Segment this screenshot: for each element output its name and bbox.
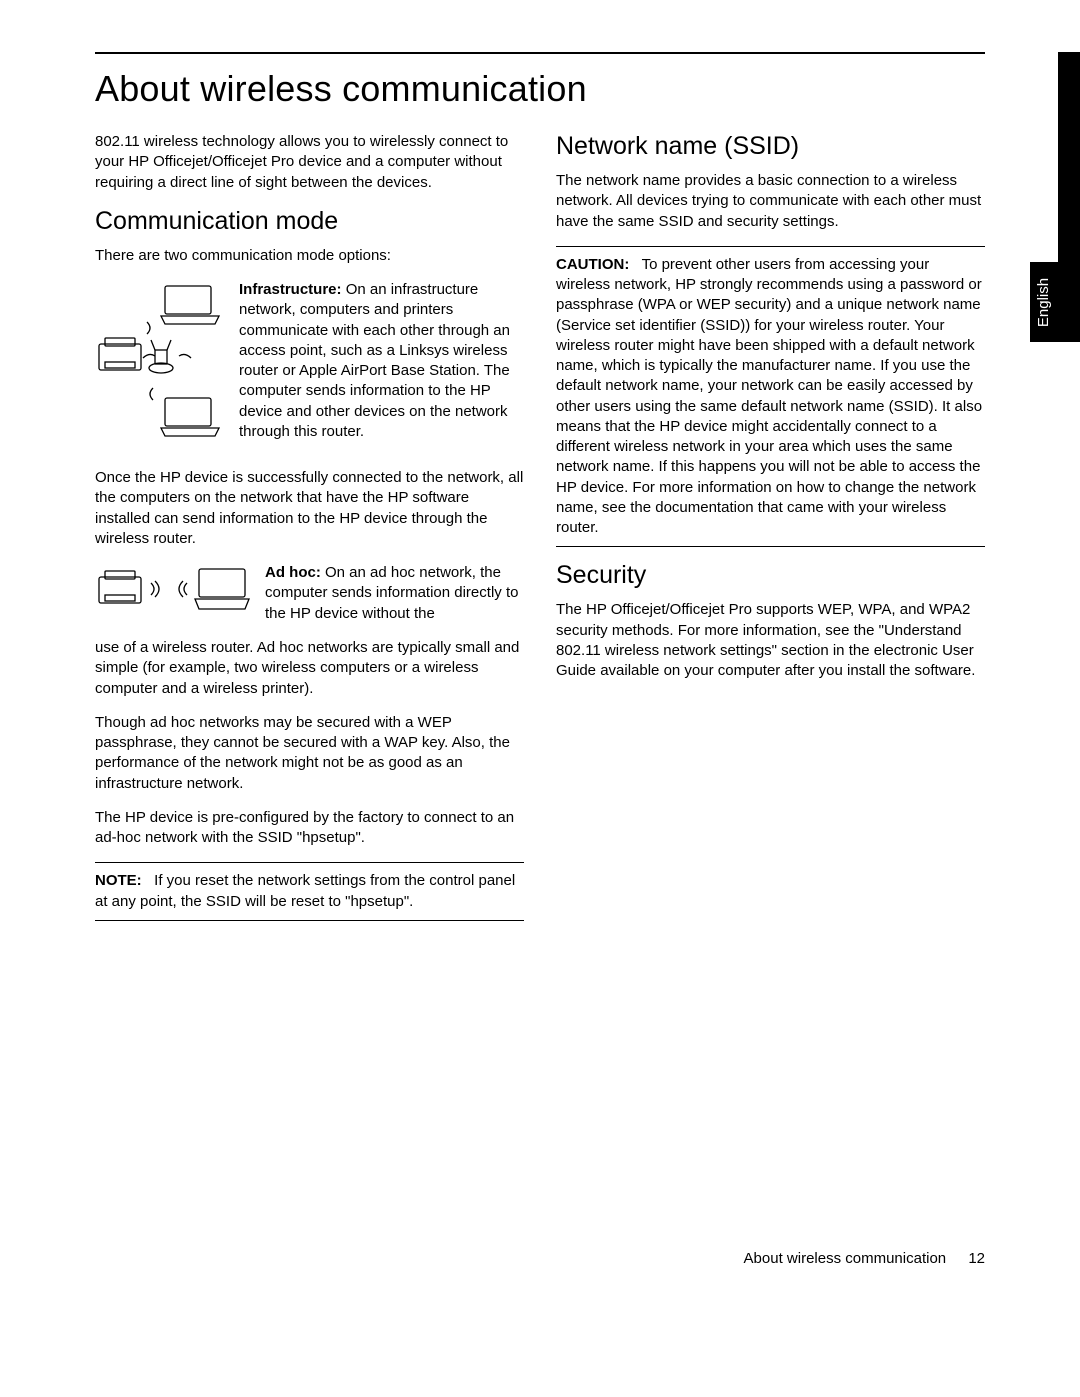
left-column: 802.11 wireless technology allows you to… — [95, 132, 524, 935]
note-box: NOTE: If you reset the network settings … — [95, 862, 524, 921]
adhoc-continuation: use of a wireless router. Ad hoc network… — [95, 638, 524, 699]
security-paragraph: The HP Officejet/Officejet Pro supports … — [556, 600, 985, 681]
page-footer: About wireless communication 12 — [744, 1250, 985, 1267]
note-body: If you reset the network settings from t… — [95, 872, 515, 909]
adhoc-block: Ad hoc: On an ad hoc network, the comput… — [95, 563, 524, 632]
language-tab: English — [1030, 262, 1058, 342]
two-columns: 802.11 wireless technology allows you to… — [95, 132, 985, 935]
footer-text: About wireless communication — [744, 1250, 947, 1267]
infrastructure-paragraph-2: Once the HP device is successfully conne… — [95, 468, 524, 549]
intro-paragraph: 802.11 wireless technology allows you to… — [95, 132, 524, 193]
adhoc-label: Ad hoc: — [265, 564, 321, 581]
infrastructure-text: Infrastructure: On an infrastructure net… — [239, 280, 524, 442]
ssid-paragraph: The network name provides a basic connec… — [556, 171, 985, 232]
infrastructure-label: Infrastructure: — [239, 281, 342, 298]
caution-box: CAUTION: To prevent other users from acc… — [556, 246, 985, 548]
caution-text: CAUTION: To prevent other users from acc… — [556, 255, 985, 539]
caution-body: To prevent other users from accessing yo… — [556, 256, 982, 536]
infrastructure-block: Infrastructure: On an infrastructure net… — [95, 280, 524, 456]
page-title: About wireless communication — [95, 68, 985, 110]
adhoc-paragraph-3: The HP device is pre-configured by the f… — [95, 808, 524, 849]
adhoc-diagram-icon — [95, 563, 253, 632]
content-area: About wireless communication 802.11 wire… — [95, 52, 985, 935]
note-label: NOTE: — [95, 872, 142, 889]
heading-communication-mode: Communication mode — [95, 207, 524, 236]
language-tab-label: English — [1036, 277, 1053, 326]
caution-label: CAUTION: — [556, 256, 629, 273]
top-rule — [95, 52, 985, 54]
adhoc-inline-text: Ad hoc: On an ad hoc network, the comput… — [265, 563, 524, 632]
page: English About wireless communication 802… — [0, 0, 1080, 1397]
adhoc-paragraph-2: Though ad hoc networks may be secured wi… — [95, 713, 524, 794]
heading-ssid: Network name (SSID) — [556, 132, 985, 161]
infrastructure-diagram-icon — [95, 280, 227, 456]
side-black-bar — [1058, 52, 1080, 342]
infrastructure-body: On an infrastructure network, computers … — [239, 281, 510, 440]
right-column: Network name (SSID) The network name pro… — [556, 132, 985, 935]
note-text: NOTE: If you reset the network settings … — [95, 871, 524, 912]
footer-page-number: 12 — [968, 1250, 985, 1267]
comm-intro: There are two communication mode options… — [95, 246, 524, 266]
heading-security: Security — [556, 561, 985, 590]
